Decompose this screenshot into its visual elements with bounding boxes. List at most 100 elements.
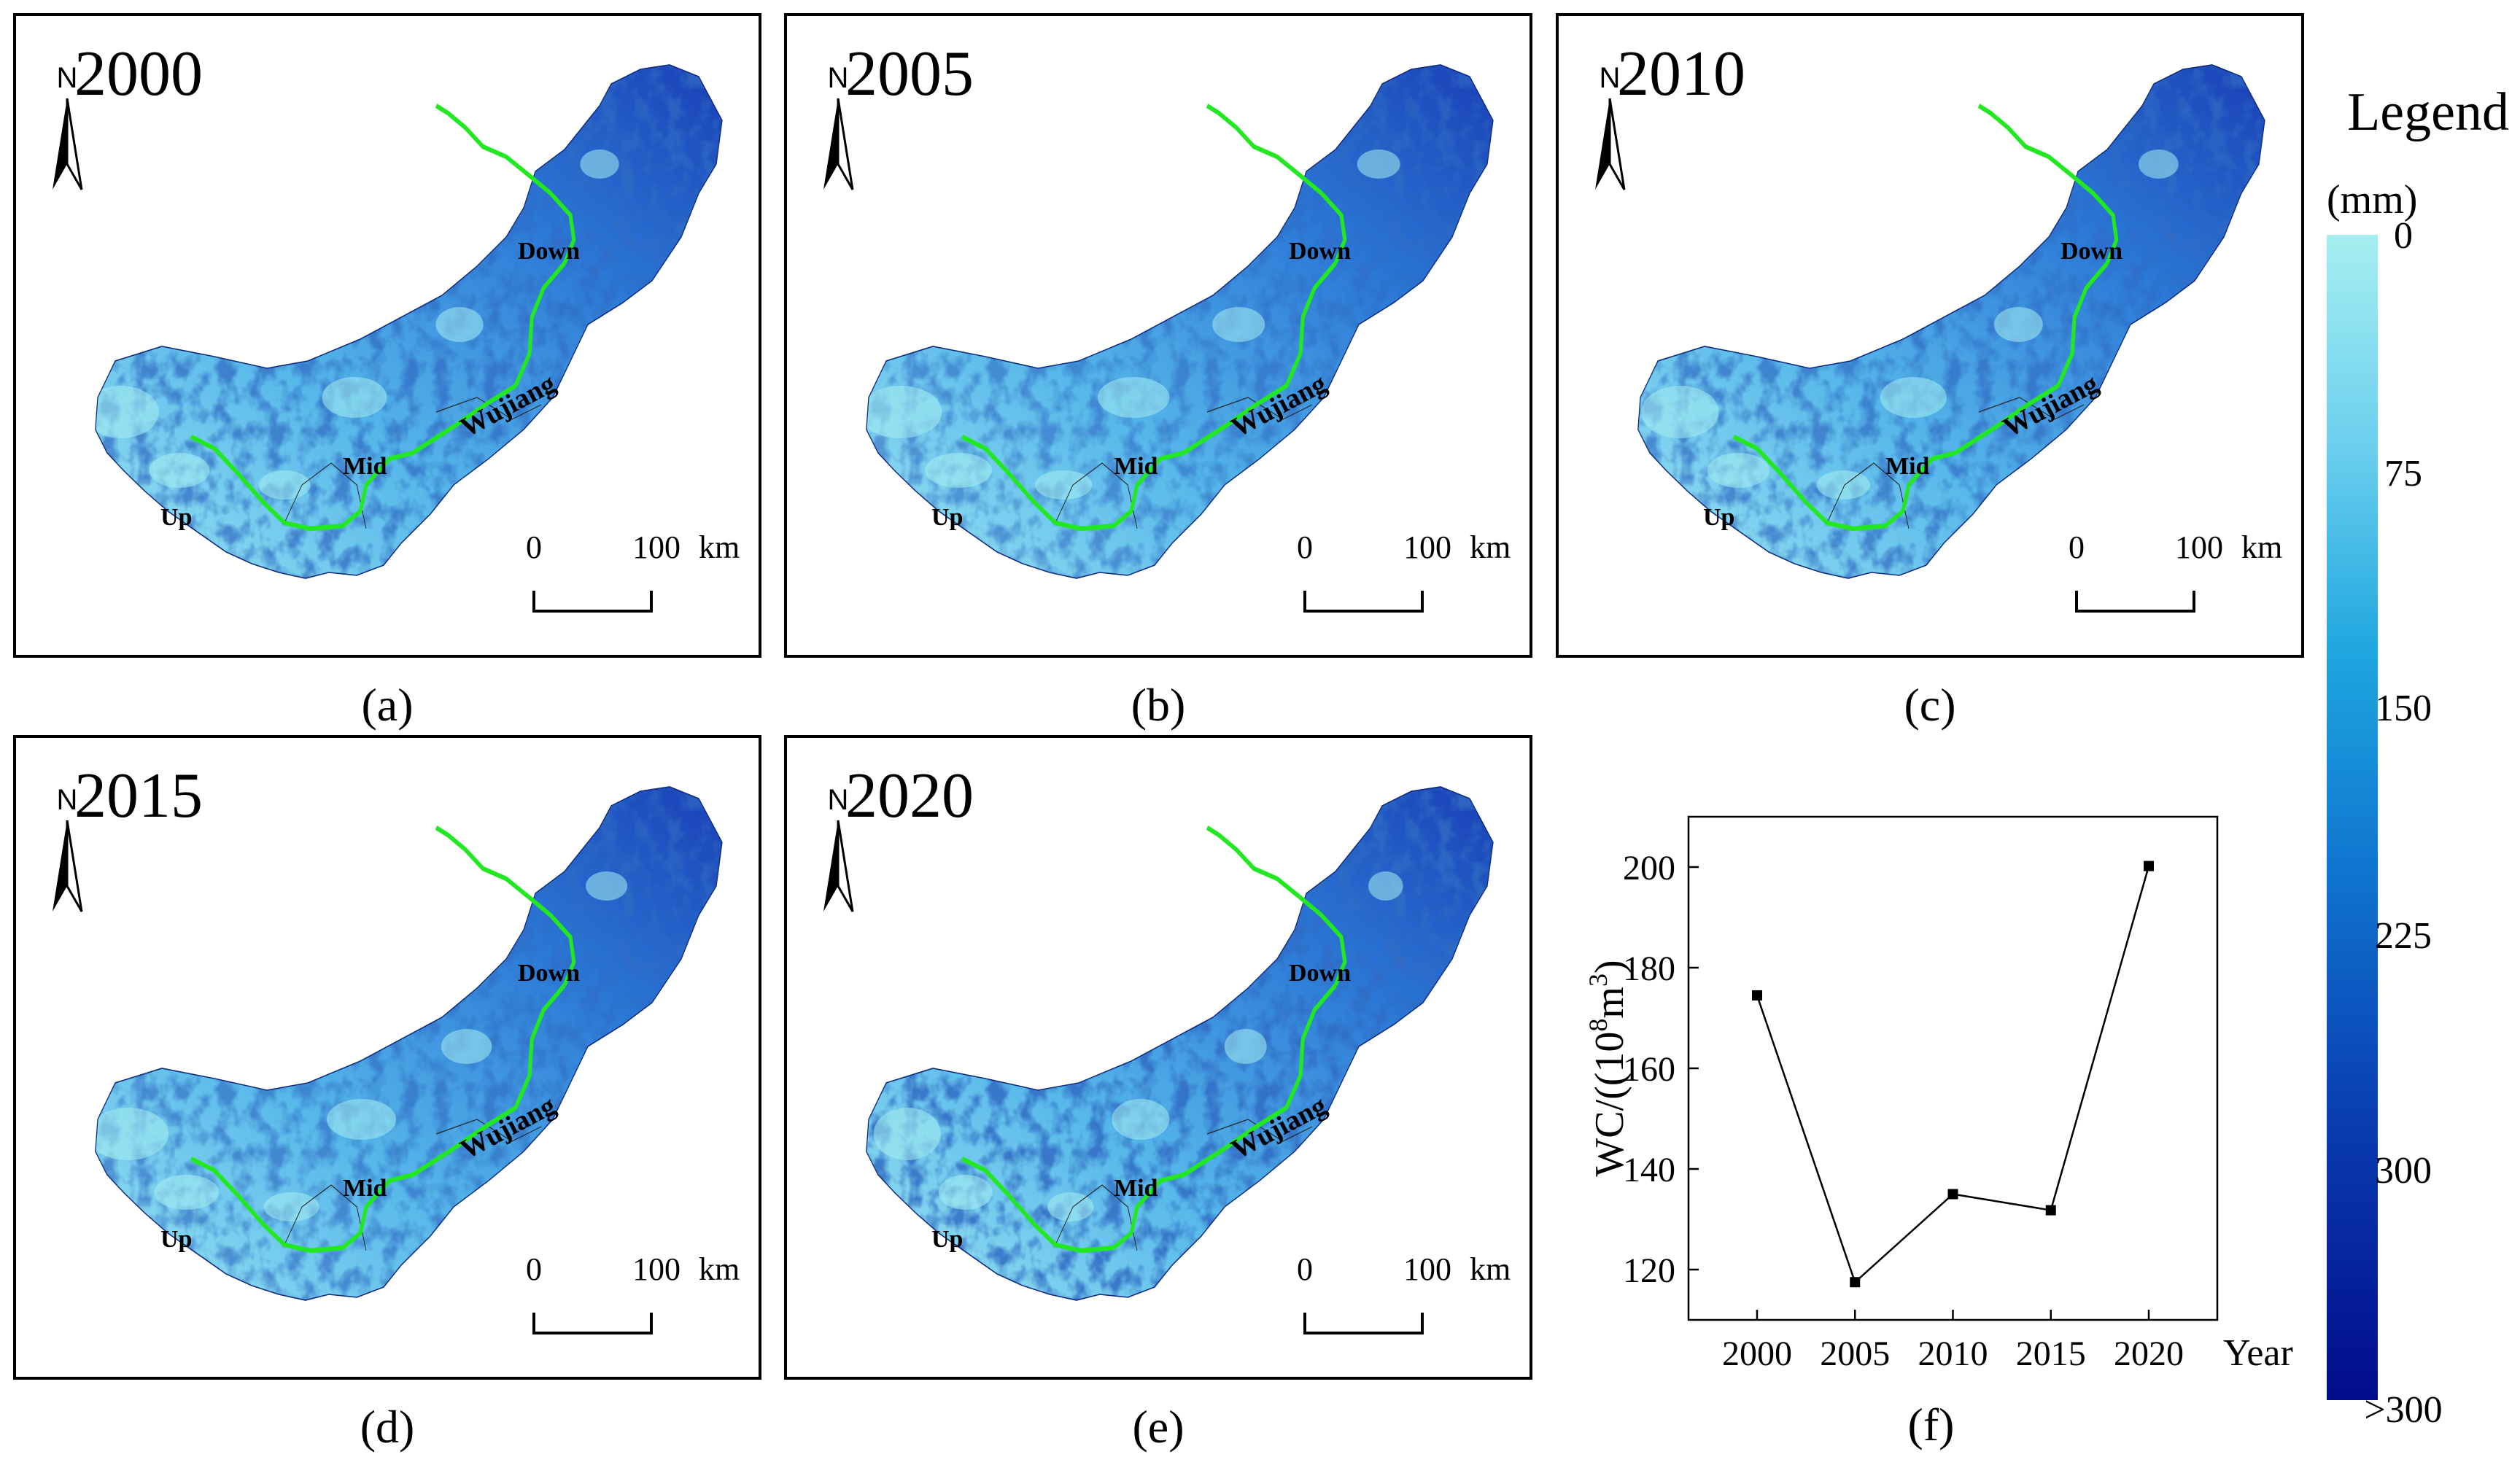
label-mid: Mid <box>1114 1175 1158 1202</box>
wc-data-point <box>2144 860 2155 871</box>
north-arrow-icon: N <box>823 784 854 912</box>
scale-hundred: 100 <box>632 529 681 565</box>
mid-reach-line <box>1182 983 1337 1177</box>
basin-light-patches <box>866 149 1400 500</box>
subbasin-boundary <box>1206 397 1313 420</box>
subbasin-boundary <box>1978 397 2085 420</box>
scale-hundred: 100 <box>1403 1251 1451 1287</box>
legend-title: Legend <box>2347 82 2509 142</box>
basin-outline <box>1637 64 2265 579</box>
scale-bar: 0 100 km <box>2069 529 2282 613</box>
subbasin-boundary <box>435 397 542 420</box>
basin-outline <box>866 64 1494 579</box>
scale-unit: km <box>699 529 740 565</box>
scale-bar: 0 100 km <box>1297 529 1511 613</box>
scale-bar: 0 100 km <box>526 529 740 613</box>
scale-zero: 0 <box>526 529 542 565</box>
wc-data-point <box>1850 1277 1861 1288</box>
north-label: N <box>1600 62 1621 94</box>
subbasin-boundary <box>284 462 367 529</box>
legend-unit: (mm) <box>2327 177 2417 222</box>
down-reach-line <box>1977 104 2119 265</box>
north-label: N <box>828 62 849 94</box>
chart-plot-area <box>1687 815 2219 1321</box>
subbasin-boundary <box>1826 462 1910 529</box>
wc-data-point <box>1947 1189 1958 1200</box>
basin-light-patches <box>873 871 1403 1221</box>
subbasin-boundary <box>1206 1119 1313 1142</box>
scale-zero: 0 <box>526 1251 542 1287</box>
legend-tick-label: 0 <box>2394 215 2413 257</box>
wc-line-chart: 120 140 160 180 200 2000 2005 2010 2015 2020 Year W… <box>1583 815 2293 1450</box>
legend-tick-label: 75 <box>2384 453 2422 494</box>
y-axis-label-part: ) <box>1587 960 1632 974</box>
north-label: N <box>57 62 78 94</box>
scale-bar: 0 100 km <box>1297 1251 1511 1334</box>
north-label: N <box>57 784 78 816</box>
legend-color-bar <box>2327 235 2378 1400</box>
year-title: 2000 <box>74 39 203 109</box>
mid-reach-line <box>1182 261 1337 455</box>
subbasin-boundary <box>284 1184 367 1251</box>
scale-unit: km <box>1470 529 1511 565</box>
scale-zero: 0 <box>1297 529 1313 565</box>
year-title: 2015 <box>74 761 203 831</box>
legend-ticks: 0 75 150 225 300 >300 <box>2364 215 2442 1431</box>
x-tick-label: 2010 <box>1918 1334 1988 1373</box>
y-axis-label-part: 8 <box>1583 1019 1613 1032</box>
label-mid: Mid <box>1114 453 1158 480</box>
label-mid: Mid <box>1885 453 1930 480</box>
label-up: Up <box>931 1226 963 1253</box>
subbasin-boundary <box>1055 1184 1138 1251</box>
label-mid: Mid <box>343 1175 387 1202</box>
up-reach-line <box>190 435 414 532</box>
x-axis-label: Year <box>2223 1332 2293 1374</box>
up-reach-line <box>961 435 1185 532</box>
label-up: Up <box>931 504 963 531</box>
year-title: 2010 <box>1617 39 1745 109</box>
down-reach-line <box>435 104 576 265</box>
down-reach-line <box>1206 104 1347 265</box>
up-reach-line <box>190 1157 414 1254</box>
basin-outline <box>95 64 723 579</box>
label-down: Down <box>518 960 580 987</box>
north-arrow-icon: N <box>53 784 83 912</box>
up-reach-line <box>961 1157 1185 1254</box>
mid-reach-line <box>411 261 566 455</box>
year-title: 2020 <box>845 761 974 831</box>
scale-unit: km <box>1470 1251 1511 1287</box>
y-tick-label: 140 <box>1623 1151 1675 1189</box>
up-reach-line <box>1733 435 1956 532</box>
y-axis-label-part: 3 <box>1583 974 1613 987</box>
legend: Legend (mm) 0 75 150 225 300 >300 <box>2327 82 2509 1431</box>
y-tick-label: 180 <box>1623 949 1675 988</box>
panel-caption: (c) <box>1904 679 1955 731</box>
subbasin-boundary <box>435 1119 542 1142</box>
legend-tick-label: >300 <box>2364 1389 2442 1431</box>
legend-tick-label: 300 <box>2375 1150 2432 1192</box>
label-down: Down <box>2060 238 2122 265</box>
panel-caption: (e) <box>1132 1401 1184 1453</box>
x-tick-label: 2015 <box>2016 1334 2086 1373</box>
wc-data-point <box>1751 990 1762 1001</box>
scale-bar: 0 100 km <box>526 1251 740 1334</box>
panel-caption: (a) <box>361 679 413 731</box>
y-axis-label: WC/((108m3) <box>1583 960 1632 1176</box>
mid-reach-line <box>411 983 566 1177</box>
label-up: Up <box>160 504 192 531</box>
north-arrow-icon: N <box>823 62 854 190</box>
label-up: Up <box>160 1226 192 1253</box>
down-reach-line <box>435 825 576 987</box>
down-reach-line <box>1206 825 1347 987</box>
panel-caption: (b) <box>1131 679 1186 731</box>
label-mid: Mid <box>343 453 387 480</box>
label-up: Up <box>1703 504 1734 531</box>
basin-light-patches <box>95 149 619 500</box>
label-down: Down <box>1289 960 1351 987</box>
scale-unit: km <box>2241 529 2282 565</box>
label-down: Down <box>518 238 580 265</box>
